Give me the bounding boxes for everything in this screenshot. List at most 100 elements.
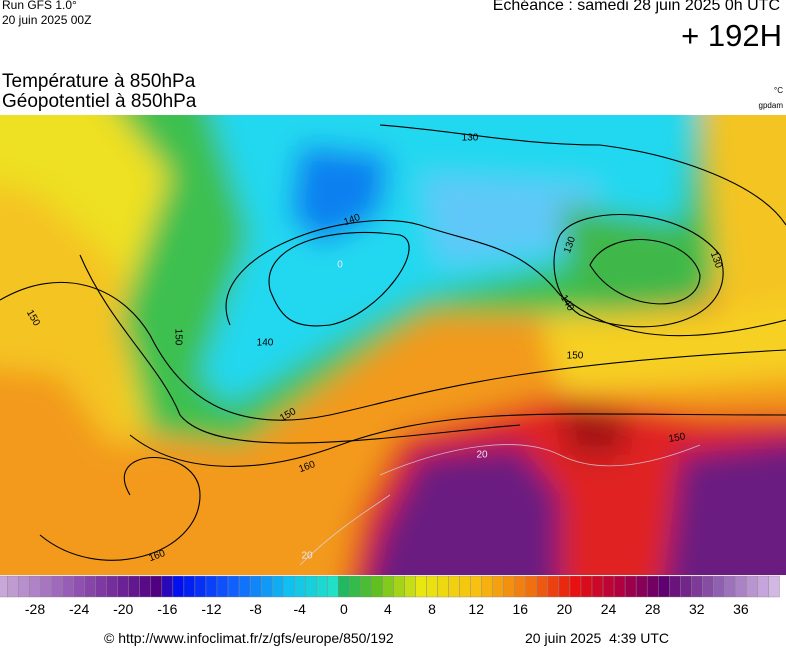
color-swatch bbox=[294, 575, 306, 598]
colorbar-tick-label: 16 bbox=[513, 601, 529, 617]
color-swatch bbox=[580, 575, 593, 598]
colorbar-tick-label: 28 bbox=[645, 601, 661, 617]
colorbar-tick-label: 20 bbox=[557, 601, 573, 617]
color-swatch bbox=[481, 575, 493, 598]
color-swatch bbox=[426, 575, 438, 598]
map: 1301301301401401401501501501501501601602… bbox=[0, 115, 786, 575]
color-swatch bbox=[7, 575, 19, 598]
color-swatch bbox=[569, 575, 582, 598]
color-swatch bbox=[602, 575, 615, 598]
color-swatch bbox=[327, 575, 339, 598]
source-url: © http://www.infoclimat.fr/z/gfs/europe/… bbox=[104, 630, 394, 646]
color-swatch bbox=[371, 575, 383, 598]
timestamp: 20 juin 2025 4:39 UTC bbox=[525, 630, 669, 646]
color-swatch bbox=[503, 575, 516, 598]
colorbar-tick-label: 4 bbox=[384, 601, 392, 617]
color-swatch bbox=[657, 575, 670, 598]
color-swatch bbox=[238, 575, 251, 598]
color-swatch bbox=[249, 575, 262, 598]
color-swatch bbox=[404, 575, 416, 598]
color-swatch bbox=[558, 575, 571, 598]
color-swatch bbox=[746, 575, 758, 598]
contour-label: 150 bbox=[668, 431, 687, 445]
colorbar-tick-label: -8 bbox=[249, 601, 262, 617]
run: Run GFS 1.0° bbox=[2, 0, 77, 12]
contour-label: 150 bbox=[172, 329, 183, 346]
color-swatch bbox=[95, 575, 107, 598]
color-swatch bbox=[591, 575, 604, 598]
color-swatch bbox=[514, 575, 527, 598]
color-swatch bbox=[150, 575, 163, 598]
lead-time: + 192H bbox=[681, 18, 782, 53]
color-swatch bbox=[194, 575, 207, 598]
color-swatch bbox=[415, 575, 427, 598]
color-swatch bbox=[547, 575, 560, 598]
color-swatch bbox=[492, 575, 504, 598]
color-swatch bbox=[139, 575, 152, 598]
color-swatch bbox=[768, 575, 780, 598]
color-swatch bbox=[724, 575, 736, 598]
isotherm-label: 20 bbox=[301, 551, 313, 562]
color-swatch bbox=[29, 575, 41, 598]
color-swatch bbox=[349, 575, 361, 598]
color-swatch bbox=[84, 575, 96, 598]
color-swatch bbox=[437, 575, 449, 598]
colorbar-tick-label: -16 bbox=[157, 601, 177, 617]
color-swatch bbox=[702, 575, 714, 598]
title: Température à 850hPa bbox=[2, 71, 196, 92]
color-swatch bbox=[51, 575, 63, 598]
color-swatch bbox=[117, 575, 129, 598]
unit: gpdam bbox=[758, 101, 783, 110]
color-swatch bbox=[691, 575, 703, 598]
color-swatch bbox=[271, 575, 284, 598]
colorbar: -28 -24 -20 -16 -12 -8 -4 0 4 8 12 16 20 24 28 32 36 bbox=[0, 575, 780, 617]
valid-time: Echéance : samedi 28 juin 2025 0h UTC bbox=[492, 0, 780, 14]
color-swatch bbox=[183, 575, 196, 598]
color-swatch bbox=[62, 575, 74, 598]
color-swatch bbox=[260, 575, 273, 598]
subtitle: Géopotentiel à 850hPa bbox=[2, 91, 197, 112]
color-swatch bbox=[338, 575, 350, 598]
color-swatch bbox=[459, 575, 471, 598]
color-swatch bbox=[470, 575, 482, 598]
color-swatch bbox=[680, 575, 692, 598]
color-swatch bbox=[227, 575, 240, 598]
color-swatch bbox=[128, 575, 140, 598]
colorbar-tick-label: 36 bbox=[733, 601, 749, 617]
color-swatch bbox=[305, 575, 317, 598]
contour-label: 130 bbox=[462, 133, 479, 144]
color-swatch bbox=[382, 575, 394, 598]
color-swatch bbox=[282, 575, 295, 598]
contour-label: 150 bbox=[567, 351, 584, 362]
color-swatch bbox=[18, 575, 30, 598]
isotherm-label: 0 bbox=[337, 260, 343, 271]
color-swatch bbox=[613, 575, 626, 598]
colorbar-tick-label: -28 bbox=[25, 601, 45, 617]
colorbar-tick-label: 0 bbox=[340, 601, 348, 617]
color-swatch bbox=[316, 575, 328, 598]
color-swatch bbox=[635, 575, 648, 598]
colorbar-tick-label: 24 bbox=[601, 601, 617, 617]
color-swatch bbox=[161, 575, 174, 598]
color-swatch bbox=[205, 575, 218, 598]
contour-label: 140 bbox=[257, 338, 274, 349]
color-swatch bbox=[73, 575, 85, 598]
color-swatch bbox=[624, 575, 637, 598]
color-swatch bbox=[0, 575, 8, 598]
colorbar-tick-label: 12 bbox=[468, 601, 484, 617]
colorbar-tick-label: -12 bbox=[201, 601, 221, 617]
color-swatch bbox=[713, 575, 725, 598]
unit: °C bbox=[774, 86, 783, 95]
color-swatch bbox=[216, 575, 229, 598]
colorbar-tick-label: -20 bbox=[113, 601, 133, 617]
color-swatch bbox=[525, 575, 538, 598]
color-swatch bbox=[393, 575, 405, 598]
color-swatch bbox=[40, 575, 52, 598]
isotherm-label: 20 bbox=[476, 450, 488, 461]
color-swatch bbox=[172, 575, 185, 598]
color-swatch bbox=[106, 575, 118, 598]
color-swatch bbox=[669, 575, 681, 598]
colorbar-tick-label: 32 bbox=[689, 601, 705, 617]
color-swatch bbox=[757, 575, 769, 598]
